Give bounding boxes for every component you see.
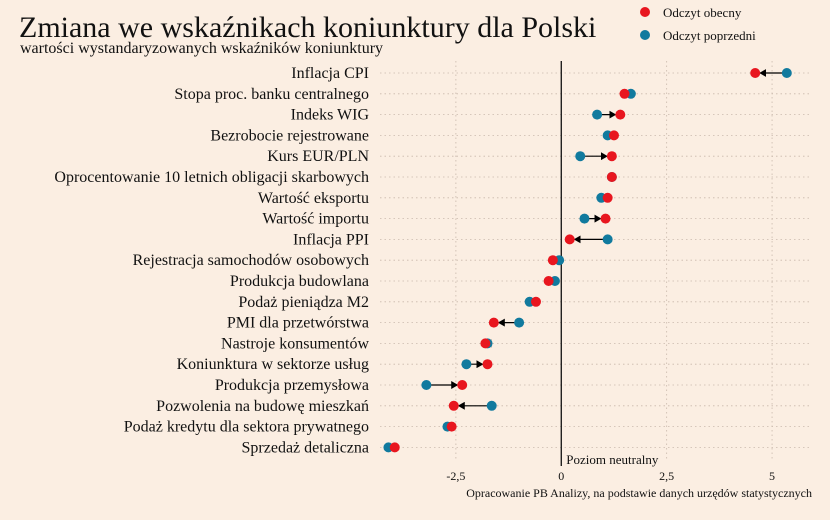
dot-previous — [575, 151, 586, 162]
category-label: Oprocentowanie 10 letnich obligacji skar… — [54, 169, 369, 186]
category-label: Sprzedaż detaliczna — [242, 439, 369, 456]
dot-current — [488, 317, 499, 328]
category-label: Inflacja CPI — [291, 65, 369, 82]
dot-current — [564, 234, 575, 245]
grid — [380, 61, 810, 459]
indicator-row: Nastroje konsumentów — [221, 335, 493, 352]
legend-marker-current — [640, 7, 650, 17]
dot-current — [615, 109, 626, 120]
category-label: Rejestracja samochodów osobowych — [133, 252, 369, 269]
category-label: Inflacja PPI — [293, 231, 369, 248]
category-label: Wartość eksportu — [258, 190, 369, 207]
indicator-row: Inflacja CPI — [291, 65, 792, 82]
dot-previous — [579, 213, 590, 224]
indicator-row: Wartość importu — [262, 211, 611, 228]
category-label: PMI dla przetwórstwa — [227, 315, 369, 332]
dot-current — [480, 338, 491, 349]
dot-current — [448, 400, 459, 411]
dot-current — [547, 255, 558, 266]
dot-current — [482, 359, 493, 370]
dot-previous — [486, 400, 497, 411]
dot-previous — [781, 68, 792, 78]
dot-current — [606, 172, 617, 182]
dot-current — [602, 192, 613, 203]
source-caption: Opracowanie PB Analizy, na podstawie dan… — [466, 486, 812, 500]
dot-current — [543, 276, 554, 286]
category-label: Pozwolenia na budowę mieszkań — [156, 398, 369, 415]
x-tick-label: -2,5 — [446, 469, 465, 483]
chart-subtitle: wartości wystandaryzowanych wskaźników k… — [20, 40, 384, 57]
chart-rows: Inflacja CPI Stopa proc. banku centralneg… — [54, 65, 792, 456]
indicator-row: Pozwolenia na budowę mieszkań — [156, 398, 497, 415]
dot-previous — [461, 359, 472, 370]
dot-current — [446, 421, 457, 432]
indicator-row: Sprzedaż detaliczna — [242, 439, 400, 456]
x-axis: -2,5 0 2,5 5 — [446, 469, 775, 483]
dot-previous — [592, 109, 603, 120]
dot-current — [750, 68, 761, 78]
indicator-row: Podaż pieniądza M2 — [238, 294, 541, 311]
dot-current — [600, 213, 611, 224]
indicator-row: Podaż kredytu dla sektora prywatnego — [124, 419, 457, 436]
indicator-row: Oprocentowanie 10 letnich obligacji skar… — [54, 169, 617, 186]
dot-previous — [602, 234, 613, 245]
dot-current — [457, 380, 468, 390]
category-label: Indeks WIG — [291, 107, 370, 124]
indicator-row: Stopa proc. banku centralnego — [174, 86, 636, 103]
category-label: Stopa proc. banku centralnego — [174, 86, 369, 103]
dot-current — [530, 296, 541, 307]
dot-current — [608, 130, 619, 141]
indicator-row: Koniunktura w sektorze usług — [177, 356, 493, 373]
chart-title: Zmiana we wskaźnikach koniunktury dla Po… — [19, 11, 597, 44]
indicator-row: Rejestracja samochodów osobowych — [133, 252, 565, 269]
category-label: Bezrobocie rejestrowane — [210, 127, 369, 144]
dot-current — [606, 151, 617, 162]
dot-previous — [514, 317, 525, 328]
legend-label-current: Odczyt obecny — [663, 5, 742, 20]
legend-label-previous: Odczyt poprzedni — [663, 28, 756, 43]
indicator-row: Bezrobocie rejestrowane — [210, 127, 619, 144]
category-label: Podaż pieniądza M2 — [238, 294, 369, 311]
dot-current — [619, 88, 630, 99]
x-tick-label: 2,5 — [659, 469, 674, 483]
indicator-row: PMI dla przetwórstwa — [227, 315, 525, 332]
indicator-row: Produkcja budowlana — [230, 273, 560, 290]
legend: Odczyt obecny Odczyt poprzedni — [640, 5, 756, 43]
category-label: Koniunktura w sektorze usług — [177, 356, 369, 373]
category-label: Produkcja budowlana — [230, 273, 369, 290]
indicator-row: Indeks WIG — [291, 107, 626, 124]
x-tick-label: 0 — [558, 469, 564, 483]
indicator-row: Kurs EUR/PLN — [267, 148, 617, 165]
indicator-row: Wartość eksportu — [258, 190, 613, 207]
dot-current — [389, 442, 400, 453]
legend-marker-previous — [640, 30, 650, 40]
category-label: Podaż kredytu dla sektora prywatnego — [124, 419, 369, 436]
category-label: Nastroje konsumentów — [221, 335, 369, 352]
indicator-row: Produkcja przemysłowa — [215, 377, 468, 394]
neutral-level-label: Poziom neutralny — [566, 452, 659, 467]
category-label: Wartość importu — [262, 211, 369, 228]
category-label: Kurs EUR/PLN — [267, 148, 369, 165]
x-tick-label: 5 — [769, 469, 775, 483]
indicator-row: Inflacja PPI — [293, 231, 613, 248]
dot-previous — [421, 380, 432, 390]
category-label: Produkcja przemysłowa — [215, 377, 369, 394]
